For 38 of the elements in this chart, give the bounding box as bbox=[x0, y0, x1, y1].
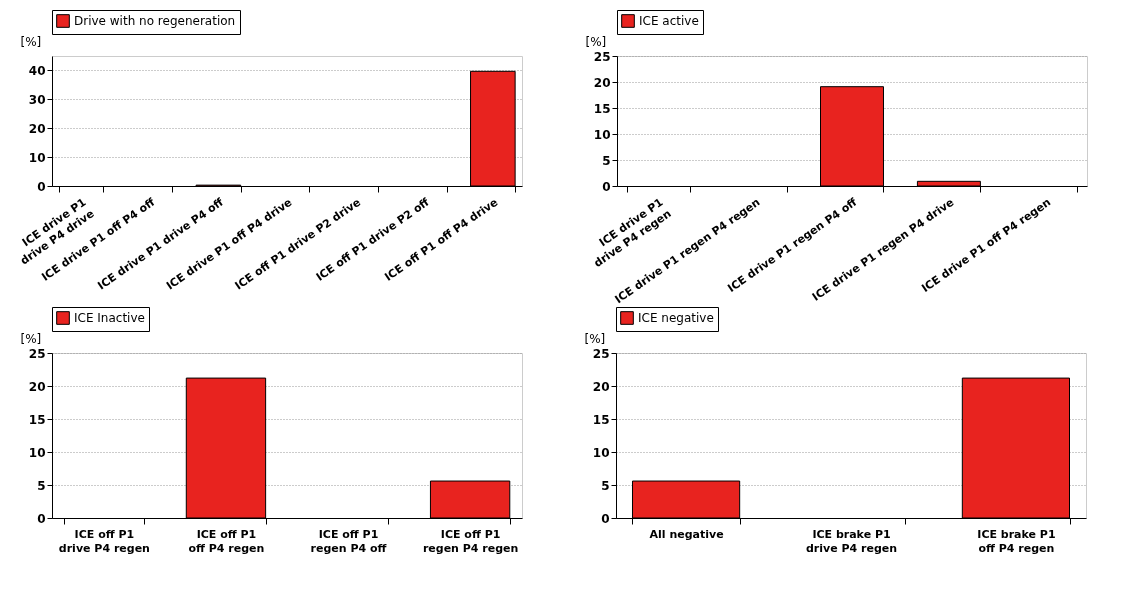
y-axis-title: [%] bbox=[584, 331, 606, 346]
legend-label: ICE negative bbox=[638, 311, 714, 325]
y-tick-label: 5 bbox=[602, 153, 611, 168]
y-axis-title: [%] bbox=[585, 34, 607, 49]
y-tick-label: 5 bbox=[601, 478, 610, 493]
y-tick-label: 15 bbox=[593, 101, 611, 116]
y-tick-label: 20 bbox=[28, 379, 46, 394]
x-tick-label: ICE off P1 regen P4 off bbox=[310, 527, 387, 555]
y-tick-label: 5 bbox=[37, 478, 46, 493]
x-tick-label: ICE brake P1 off P4 regen bbox=[977, 527, 1056, 555]
x-tick-label: ICE brake P1 drive P4 regen bbox=[805, 527, 898, 555]
y-tick-label: 10 bbox=[592, 445, 610, 460]
y-tick-label: 15 bbox=[592, 412, 610, 427]
y-tick-label: 25 bbox=[28, 346, 46, 361]
y-tick-label: 10 bbox=[28, 445, 46, 460]
y-tick-label: 40 bbox=[28, 63, 46, 78]
y-tick-label: 20 bbox=[593, 75, 611, 90]
y-tick-label: 25 bbox=[592, 346, 610, 361]
y-tick-label: 30 bbox=[28, 92, 46, 107]
y-tick-label: 10 bbox=[593, 127, 611, 142]
y-tick-label: 20 bbox=[592, 379, 610, 394]
legend-label: ICE active bbox=[639, 14, 699, 28]
y-axis-title: [%] bbox=[20, 331, 42, 346]
y-tick-label: 20 bbox=[28, 121, 46, 136]
y-tick-label: 25 bbox=[593, 49, 611, 64]
x-tick-label: ICE off P1 off P4 regen bbox=[188, 527, 265, 555]
x-tick-label: ICE off P1 regen P4 regen bbox=[422, 527, 519, 555]
y-tick-label: 15 bbox=[28, 412, 46, 427]
x-tick-label: ICE off P1 drive P4 regen bbox=[58, 527, 150, 555]
x-tick-label: All negative bbox=[649, 527, 724, 541]
y-tick-label: 0 bbox=[601, 511, 610, 526]
y-tick-label: 0 bbox=[37, 179, 46, 194]
legend-label: Drive with no regeneration bbox=[74, 14, 236, 28]
y-tick-label: 10 bbox=[28, 150, 46, 165]
y-tick-label: 0 bbox=[37, 511, 46, 526]
y-tick-label: 0 bbox=[602, 179, 611, 194]
legend-label: ICE Inactive bbox=[74, 311, 145, 325]
y-axis-title: [%] bbox=[20, 34, 42, 49]
